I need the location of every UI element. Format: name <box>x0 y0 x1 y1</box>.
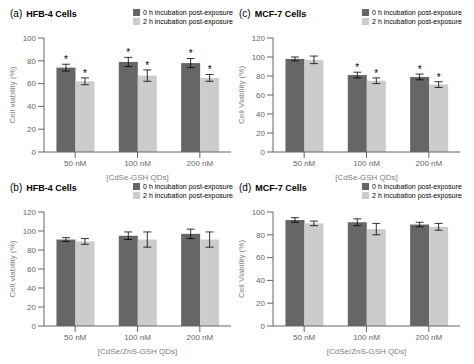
svg-text:100: 100 <box>23 34 37 43</box>
svg-text:20: 20 <box>256 129 265 138</box>
svg-text:80: 80 <box>256 231 265 240</box>
svg-text:50 nM: 50 nM <box>293 333 316 342</box>
svg-text:0: 0 <box>261 322 266 331</box>
svg-text:40: 40 <box>27 284 36 293</box>
svg-text:80: 80 <box>27 246 36 255</box>
html-text:0 h incubation post-exposure: 0 h incubation post-exposure <box>372 9 462 16</box>
svg-text:Cell Viability (%): Cell Viability (%) <box>237 240 246 298</box>
svg-text:100: 100 <box>252 208 266 217</box>
svg-text:100: 100 <box>23 227 37 236</box>
svg-text:20: 20 <box>27 125 36 134</box>
svg-text:50 nM: 50 nM <box>64 333 87 342</box>
svg-text:100: 100 <box>252 53 266 62</box>
svg-text:60: 60 <box>27 265 36 274</box>
svg-text:*: * <box>126 47 130 58</box>
svg-text:120: 120 <box>252 34 266 43</box>
svg-text:200 nM: 200 nM <box>186 159 213 168</box>
svg-text:50 nM: 50 nM <box>64 159 87 168</box>
svg-text:20: 20 <box>256 299 265 308</box>
svg-text:40: 40 <box>256 110 265 119</box>
svg-text:100 nM: 100 nM <box>124 159 151 168</box>
svg-text:Cell viability (%): Cell viability (%) <box>8 240 17 297</box>
svg-text:100 nM: 100 nM <box>353 333 380 342</box>
svg-text:*: * <box>208 64 212 75</box>
svg-text:*: * <box>189 48 193 59</box>
svg-text:Cell Viability (%): Cell Viability (%) <box>237 66 246 124</box>
svg-text:[CdSe/ZnS-GSH QDs]: [CdSe/ZnS-GSH QDs] <box>327 347 407 356</box>
html-text:2 h incubation post-exposure: 2 h incubation post-exposure <box>143 18 233 25</box>
svg-text:200 nM: 200 nM <box>415 333 442 342</box>
html-text:(c) MCF-7 Cells: (c) MCF-7 Cells <box>239 8 307 19</box>
svg-text:0: 0 <box>32 322 37 331</box>
svg-text:40: 40 <box>27 102 36 111</box>
html-text:0 h incubation post-exposure: 0 h incubation post-exposure <box>143 9 233 16</box>
svg-text:60: 60 <box>27 79 36 88</box>
svg-text:0: 0 <box>32 148 37 157</box>
svg-text:80: 80 <box>256 72 265 81</box>
svg-text:[CdSe-GSH QDs]: [CdSe-GSH QDs] <box>106 173 169 182</box>
html-text:2 h incubation post-exposure: 2 h incubation post-exposure <box>143 192 233 199</box>
svg-text:200 nM: 200 nM <box>415 159 442 168</box>
svg-text:20: 20 <box>27 303 36 312</box>
svg-text:60: 60 <box>256 253 265 262</box>
svg-text:Cell viability (%): Cell viability (%) <box>8 66 17 123</box>
svg-text:60: 60 <box>256 91 265 100</box>
html-text:0 h incubation post-exposure: 0 h incubation post-exposure <box>143 183 233 190</box>
svg-text:100 nM: 100 nM <box>353 159 380 168</box>
svg-text:*: * <box>83 68 87 79</box>
svg-text:*: * <box>437 72 441 83</box>
svg-text:*: * <box>145 60 149 71</box>
svg-text:200 nM: 200 nM <box>186 333 213 342</box>
svg-text:*: * <box>374 68 378 79</box>
html-text:2 h incubation post-exposure: 2 h incubation post-exposure <box>372 18 462 25</box>
svg-text:80: 80 <box>27 57 36 66</box>
svg-text:[CdSe-GSH QDs]: [CdSe-GSH QDs] <box>335 173 398 182</box>
html-text:0 h incubation post-exposure: 0 h incubation post-exposure <box>372 183 462 190</box>
html-text:(a) HFB-4 Cells: (a) HFB-4 Cells <box>10 8 77 19</box>
html-text:(b) HFB-4 Cells: (b) HFB-4 Cells <box>10 182 77 193</box>
svg-text:120: 120 <box>23 208 37 217</box>
svg-text:*: * <box>418 64 422 75</box>
html-text:2 h incubation post-exposure: 2 h incubation post-exposure <box>372 192 462 199</box>
svg-text:100 nM: 100 nM <box>124 333 151 342</box>
svg-text:40: 40 <box>256 276 265 285</box>
svg-text:*: * <box>355 62 359 73</box>
svg-text:50 nM: 50 nM <box>293 159 316 168</box>
html-text:(d) MCF-7 Cells: (d) MCF-7 Cells <box>239 182 307 193</box>
svg-text:0: 0 <box>261 148 266 157</box>
svg-text:[CdSe/ZnS-GSH QDs]: [CdSe/ZnS-GSH QDs] <box>98 347 178 356</box>
svg-text:*: * <box>64 54 68 65</box>
